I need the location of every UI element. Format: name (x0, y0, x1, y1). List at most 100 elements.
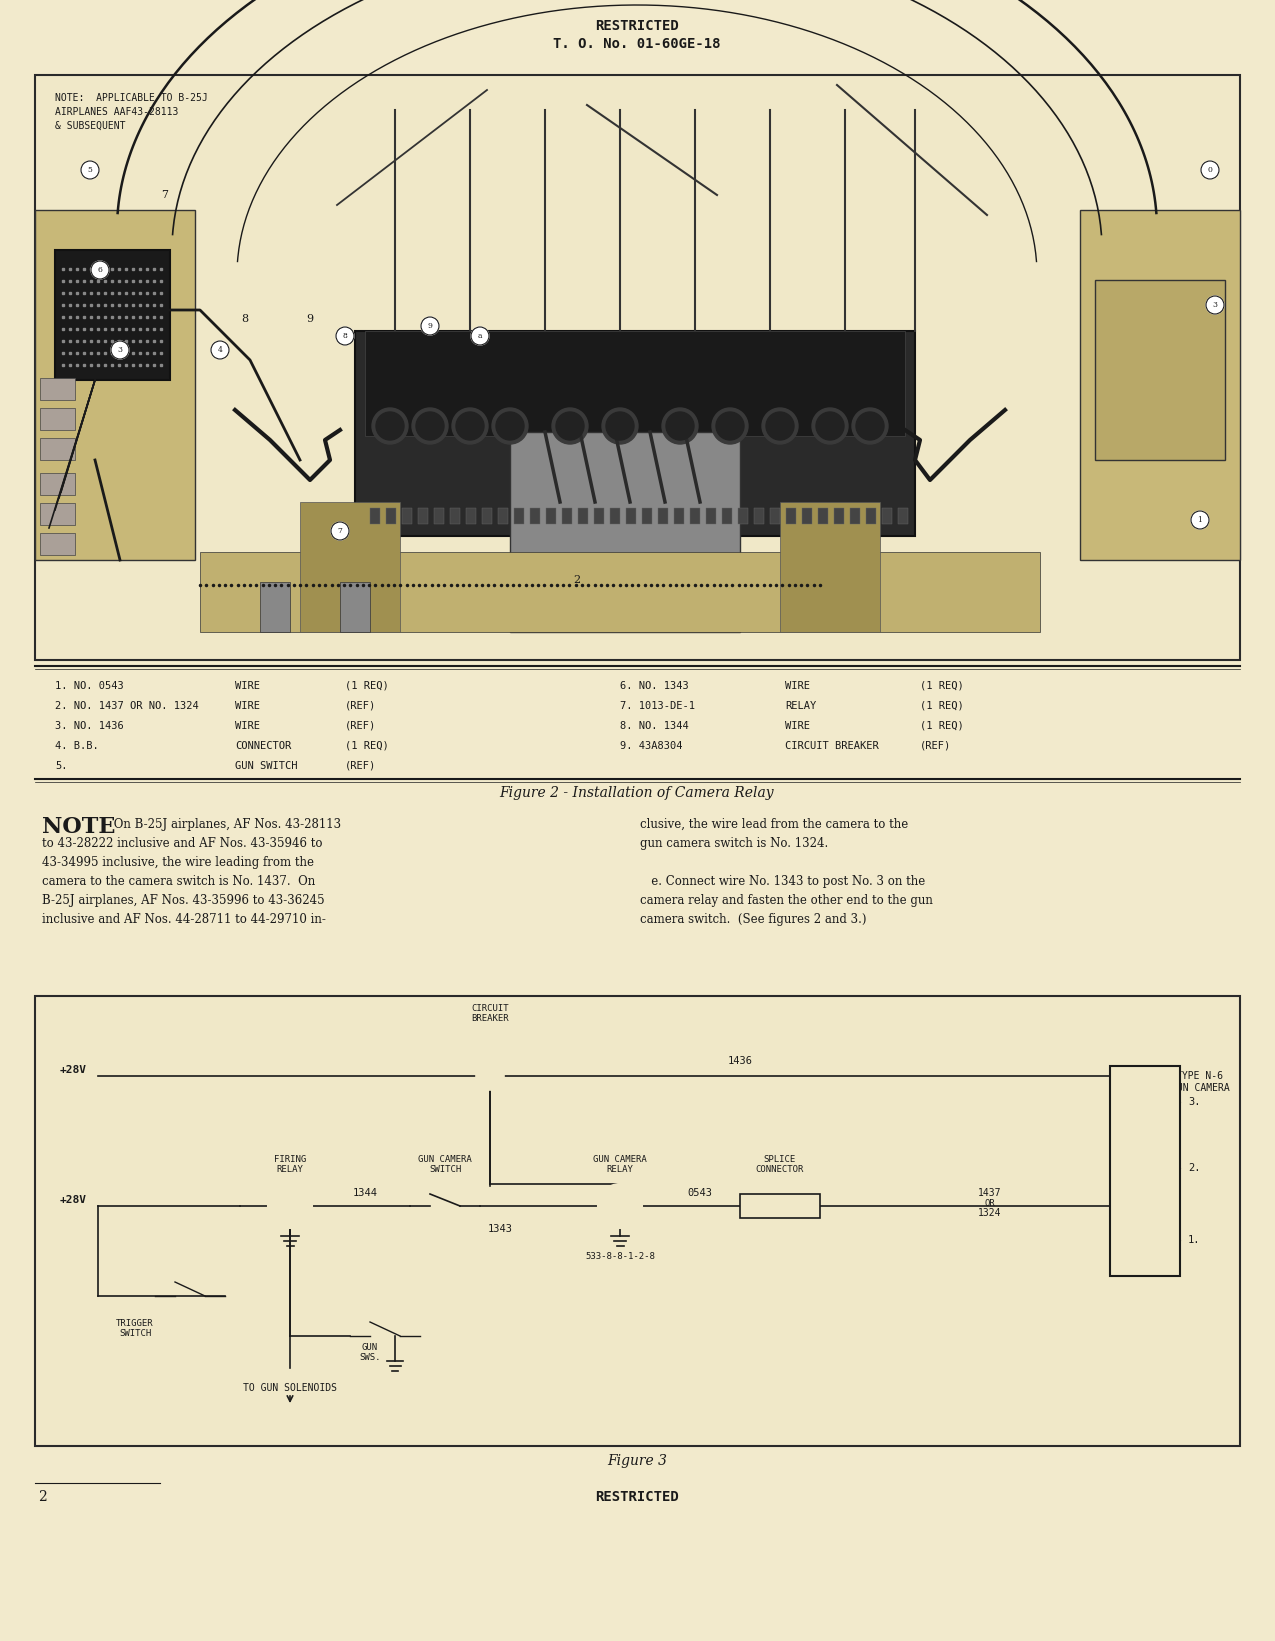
Circle shape (416, 412, 444, 440)
Circle shape (372, 409, 408, 445)
Text: WIRE: WIRE (235, 720, 260, 730)
Text: 2: 2 (574, 574, 580, 584)
Text: WIRE: WIRE (785, 681, 810, 691)
Text: 6: 6 (98, 266, 102, 274)
Text: CIRCUIT: CIRCUIT (472, 1004, 509, 1012)
Circle shape (552, 409, 588, 445)
Circle shape (856, 412, 884, 440)
Circle shape (210, 341, 229, 359)
Text: (1 REQ): (1 REQ) (346, 681, 389, 691)
Text: RELAY: RELAY (277, 1165, 303, 1173)
Bar (450, 509, 460, 523)
Text: 5: 5 (88, 166, 92, 174)
Text: CIRCUIT BREAKER: CIRCUIT BREAKER (785, 742, 878, 752)
Text: (REF): (REF) (346, 701, 376, 711)
Text: 1343: 1343 (487, 1224, 513, 1234)
Bar (722, 509, 732, 523)
Bar (40, 504, 75, 525)
Circle shape (626, 1203, 634, 1209)
Text: WIRE: WIRE (785, 720, 810, 730)
Bar (200, 551, 1040, 632)
Bar (834, 509, 844, 523)
Text: inclusive and AF Nos. 44-28711 to 44-29710 in-: inclusive and AF Nos. 44-28711 to 44-297… (42, 912, 326, 926)
Text: gun camera switch is No. 1324.: gun camera switch is No. 1324. (640, 837, 829, 850)
Text: 1436: 1436 (728, 1057, 752, 1067)
Circle shape (332, 522, 349, 540)
Bar (780, 502, 880, 632)
Circle shape (662, 409, 697, 445)
Text: 533-8-8-1-2-8: 533-8-8-1-2-8 (585, 1252, 655, 1260)
Text: camera relay and fasten the other end to the gun: camera relay and fasten the other end to… (640, 894, 933, 907)
Text: (REF): (REF) (346, 761, 376, 771)
Bar (402, 509, 412, 523)
Text: TYPE N-6: TYPE N-6 (1177, 1072, 1224, 1081)
Circle shape (111, 341, 129, 359)
Text: 3: 3 (1213, 300, 1218, 309)
Text: (1 REQ): (1 REQ) (921, 720, 964, 730)
Text: & SUBSEQUENT: & SUBSEQUENT (55, 121, 125, 131)
Circle shape (283, 1203, 289, 1209)
Bar (34, 75, 1241, 660)
Bar (546, 509, 556, 523)
Circle shape (598, 1185, 643, 1227)
Text: 9: 9 (427, 322, 432, 330)
Text: T. O. No. 01-60GE-18: T. O. No. 01-60GE-18 (553, 38, 720, 51)
Text: 7: 7 (338, 527, 343, 535)
Circle shape (606, 1203, 612, 1209)
Circle shape (602, 409, 638, 445)
Circle shape (476, 1062, 504, 1090)
Bar (55, 249, 170, 381)
Text: NOTE: NOTE (42, 816, 115, 839)
Bar (898, 509, 908, 523)
Bar (706, 509, 717, 523)
Bar (866, 509, 876, 523)
Bar (882, 509, 892, 523)
Text: TO GUN SOLENOIDS: TO GUN SOLENOIDS (244, 1383, 337, 1393)
Text: OR: OR (984, 1200, 996, 1208)
Text: Figure 3: Figure 3 (607, 1454, 667, 1469)
Text: AIRPLANES AAF43-28113: AIRPLANES AAF43-28113 (55, 107, 179, 117)
Text: RELAY: RELAY (785, 701, 816, 711)
Circle shape (275, 1203, 283, 1209)
Bar (850, 509, 861, 523)
Bar (785, 509, 796, 523)
Text: 43-34995 inclusive, the wire leading from the: 43-34995 inclusive, the wire leading fro… (42, 857, 314, 870)
Bar (340, 583, 370, 632)
Text: 2.: 2. (1188, 1163, 1201, 1173)
Circle shape (762, 409, 798, 445)
Circle shape (1201, 161, 1219, 179)
Text: NOTE:  APPLICABLE TO B-25J: NOTE: APPLICABLE TO B-25J (55, 94, 208, 103)
Text: (1 REQ): (1 REQ) (921, 681, 964, 691)
Text: GUN: GUN (362, 1344, 379, 1352)
Circle shape (1206, 295, 1224, 313)
Circle shape (268, 1185, 312, 1227)
Bar (354, 331, 915, 537)
Bar (819, 509, 827, 523)
Text: RESTRICTED: RESTRICTED (595, 20, 678, 33)
Bar (770, 509, 780, 523)
Text: 8: 8 (241, 313, 249, 323)
Bar (754, 509, 764, 523)
Text: e. Connect wire No. 1343 to post No. 3 on the: e. Connect wire No. 1343 to post No. 3 o… (640, 875, 926, 888)
Text: FIRING: FIRING (274, 1155, 306, 1163)
Text: CONNECTOR: CONNECTOR (756, 1165, 805, 1173)
Text: +28V: +28V (60, 1065, 87, 1075)
Text: SPLICE: SPLICE (764, 1155, 796, 1163)
Bar (802, 509, 812, 523)
Text: 0543: 0543 (687, 1188, 713, 1198)
Text: TRIGGER: TRIGGER (116, 1319, 154, 1329)
Bar (674, 509, 683, 523)
Bar (658, 509, 668, 523)
Circle shape (556, 412, 584, 440)
Text: 5.: 5. (55, 761, 68, 771)
Bar (1095, 281, 1225, 459)
Bar (562, 509, 572, 523)
Text: SWITCH: SWITCH (119, 1329, 152, 1339)
Text: (REF): (REF) (346, 720, 376, 730)
Circle shape (289, 1203, 297, 1209)
Text: 3. NO. 1436: 3. NO. 1436 (55, 720, 124, 730)
Text: BREAKER: BREAKER (472, 1014, 509, 1022)
Bar (386, 509, 397, 523)
Bar (1080, 210, 1241, 560)
Text: GUN CAMERA: GUN CAMERA (593, 1155, 646, 1163)
